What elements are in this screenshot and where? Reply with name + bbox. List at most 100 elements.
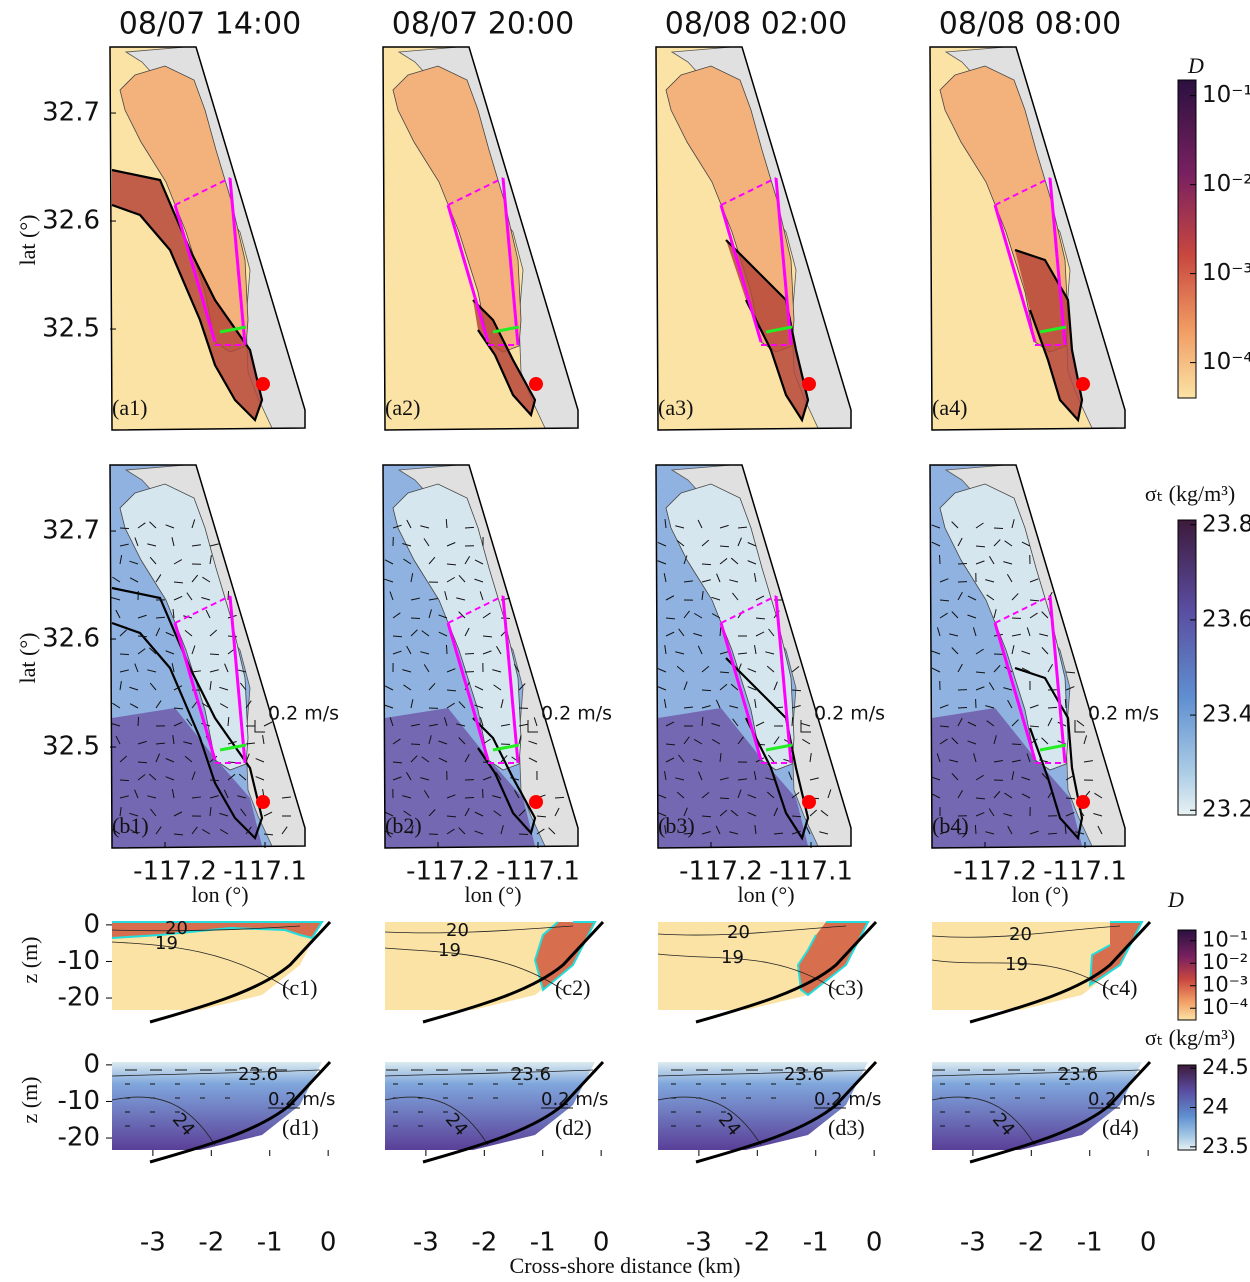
velocity-arrow [1065, 686, 1075, 691]
velocity-arrow [202, 576, 211, 583]
velocity-arrow [805, 825, 811, 835]
velocity-arrow [238, 773, 247, 781]
panel-label: (b1) [112, 813, 149, 838]
velocity-arrow [1011, 593, 1019, 601]
velocity-arrow [184, 755, 193, 763]
velocity-arrow [819, 831, 829, 835]
velocity-arrow [518, 809, 526, 817]
section-line [765, 325, 793, 334]
velocity-arrow [665, 595, 675, 601]
velocity-arrow [657, 794, 667, 799]
outfall [529, 377, 543, 391]
velocity-arrow [191, 645, 196, 655]
velocity-arrow [137, 648, 146, 655]
velocity-arrow [528, 757, 538, 763]
panel-label: (d1) [282, 1115, 319, 1140]
velocity-arrow [719, 524, 729, 529]
velocity-arrow [428, 735, 432, 745]
velocity-arrow [951, 737, 959, 745]
velocity-arrow [747, 542, 757, 547]
velocity-arrow [119, 543, 129, 547]
velocity-arrow [513, 664, 520, 673]
velocity-arrow [676, 539, 685, 547]
velocity-arrow [665, 631, 675, 637]
panel-label: (b2) [385, 813, 422, 838]
velocity-arrow [701, 705, 711, 709]
velocity-arrow [697, 645, 703, 655]
plume-edge [1014, 248, 1084, 423]
velocity-arrow [993, 609, 997, 619]
velocity-arrow [939, 830, 949, 835]
velocity-arrow [191, 796, 201, 799]
velocity-arrow [988, 555, 995, 565]
velocity-arrow [1011, 645, 1015, 655]
panel-label: (c2) [555, 975, 590, 1000]
y-tick-label: 0 [83, 1049, 100, 1079]
velocity-arrow [1047, 717, 1053, 727]
map-panel [929, 46, 1126, 431]
velocity-arrow [957, 663, 963, 673]
map-panel [655, 46, 852, 431]
velocity-arrow [939, 725, 950, 728]
dense-water [112, 708, 262, 848]
velocity-arrow [119, 755, 128, 763]
scale-arrow [527, 720, 538, 733]
velocity-arrow [209, 669, 219, 673]
velocity-arrow [939, 612, 948, 619]
velocity-arrow [791, 704, 801, 709]
velocity-arrow [428, 683, 436, 691]
y-axis-label: z (m) [17, 1076, 42, 1123]
y-tick-label: 0 [83, 909, 100, 939]
bay [119, 483, 249, 771]
panel-label: (d3) [828, 1115, 865, 1140]
velocity-arrow [993, 735, 997, 745]
velocity-arrow [474, 685, 484, 691]
velocity-arrow [663, 573, 667, 583]
velocity-arrow [931, 541, 941, 547]
velocity-arrow [147, 669, 157, 673]
colorbar-tick-label: 10⁻³ [1202, 973, 1248, 997]
contour-label: 23.6 [1058, 1064, 1098, 1085]
velocity-arrow [1041, 772, 1049, 781]
velocity-arrow [173, 595, 183, 601]
velocity-arrow [209, 795, 219, 799]
velocity-arrow [255, 776, 265, 781]
velocity-arrow [678, 754, 685, 763]
velocity-arrow [975, 560, 985, 565]
velocity-arrow [1007, 699, 1013, 709]
velocity-arrow [240, 682, 247, 691]
velocity-arrow [737, 789, 742, 799]
velocity-arrow [172, 735, 175, 745]
velocity-arrow [693, 632, 703, 637]
velocity-arrow [1029, 599, 1040, 602]
velocity-arrow [263, 721, 273, 727]
velocity-arrow [957, 717, 963, 727]
seabed [695, 1060, 878, 1164]
velocity-arrow [1064, 824, 1067, 835]
velocity-arrow [988, 682, 995, 691]
velocity-arrow [719, 545, 730, 548]
velocity-arrow [464, 753, 470, 763]
velocity-arrow [155, 574, 162, 583]
velocity-arrow [737, 537, 742, 547]
velocity-arrow [171, 663, 175, 673]
map-panel [109, 464, 306, 849]
colorbar-label: D [1167, 887, 1184, 912]
velocity-arrow [209, 629, 218, 637]
velocity-arrow [171, 789, 175, 799]
velocity-arrow [827, 789, 832, 799]
plume-edge [111, 921, 324, 940]
colorbar-tick-label: 24 [1202, 1095, 1229, 1119]
dense-water [658, 708, 808, 848]
velocity-arrow [191, 826, 198, 835]
x-tick-label: -117.2 [133, 857, 217, 887]
velocity-arrow [791, 689, 802, 692]
velocity-arrow [675, 651, 685, 655]
velocity-arrow [747, 794, 757, 799]
contour [111, 925, 301, 932]
velocity-arrow [711, 738, 721, 745]
velocity-arrow [115, 609, 121, 619]
